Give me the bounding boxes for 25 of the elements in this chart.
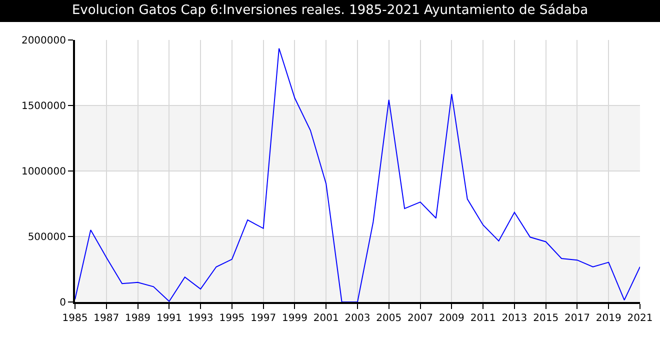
x-tick-label: 2017 bbox=[564, 313, 590, 324]
x-tick-label: 2013 bbox=[502, 313, 528, 324]
x-tick-label: 1993 bbox=[188, 313, 214, 324]
x-tick-label: 2015 bbox=[533, 313, 559, 324]
x-tick-label: 1991 bbox=[156, 313, 182, 324]
x-tick-label: 2007 bbox=[408, 313, 434, 324]
y-tick-label: 500000 bbox=[28, 232, 66, 243]
x-tick-label: 2001 bbox=[313, 313, 339, 324]
x-tick-label: 1995 bbox=[219, 313, 245, 324]
y-tick-label: 1000000 bbox=[21, 166, 66, 178]
y-tick-label: 2000000 bbox=[21, 36, 66, 46]
x-tick-label: 1989 bbox=[125, 313, 151, 324]
x-tick-label: 2003 bbox=[344, 313, 370, 324]
x-tick-label: 1997 bbox=[250, 313, 276, 324]
x-tick-label: 2009 bbox=[438, 313, 464, 324]
x-tick-label: 2005 bbox=[376, 313, 402, 324]
x-tick-label: 2021 bbox=[627, 313, 653, 324]
y-tick-label: 0 bbox=[60, 298, 66, 308]
x-tick-label: 2011 bbox=[470, 313, 496, 324]
x-tick-label: 2019 bbox=[596, 313, 622, 324]
x-tick-label: 1985 bbox=[62, 313, 88, 324]
chart-title: Evolucion Gatos Cap 6:Inversiones reales. 1985-2021 Ayuntamiento de Sádaba bbox=[0, 0, 660, 22]
x-tick-label: 1987 bbox=[94, 313, 120, 324]
y-tick-label: 1500000 bbox=[21, 101, 66, 112]
x-tick-label: 1999 bbox=[282, 313, 308, 324]
